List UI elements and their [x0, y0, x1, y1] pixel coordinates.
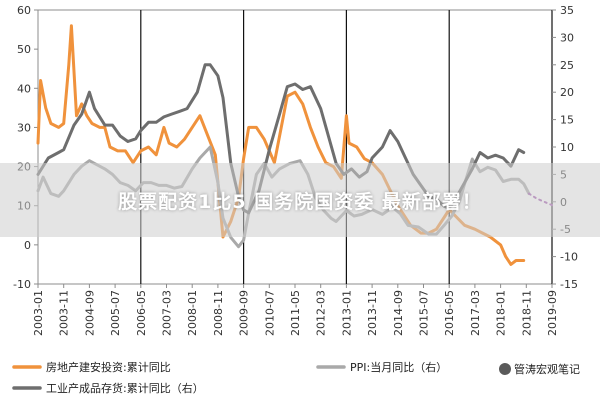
- left-axis-label-6: 50: [17, 43, 31, 56]
- x-axis-label-12: 2013-01: [340, 290, 353, 336]
- x-axis-label-6: 2008-01: [186, 290, 199, 336]
- banner-headline[interactable]: 股票配资1比5 国务院国资委 最新部署！: [118, 191, 482, 213]
- legend-label-1: PPI:当月同比（右）: [350, 360, 447, 374]
- x-axis-label-2: 2004-09: [83, 290, 96, 336]
- watermark-label: 管涛宏观笔记: [514, 363, 580, 376]
- x-axis-label-8: 2009-09: [238, 290, 251, 336]
- right-axis-label-5: 10: [560, 141, 574, 154]
- x-axis-label-14: 2014-09: [392, 290, 405, 336]
- right-axis-label-0: -15: [560, 278, 578, 291]
- x-axis-label-20: 2019-09: [546, 290, 559, 336]
- x-axis-label-11: 2012-03: [315, 290, 328, 336]
- right-axis-label-7: 20: [560, 86, 574, 99]
- x-axis-label-19: 2018-11: [520, 290, 533, 336]
- x-axis-label-5: 2007-03: [161, 290, 174, 336]
- x-axis-label-10: 2011-05: [289, 290, 302, 336]
- right-axis-label-8: 25: [560, 59, 574, 72]
- watermark: 管涛宏观笔记: [495, 360, 584, 378]
- x-axis-label-0: 2003-01: [32, 290, 45, 336]
- x-axis-label-1: 2003-11: [58, 290, 71, 336]
- legend-label-0: 房地产建安投资:累计同比: [46, 360, 171, 374]
- right-axis-label-6: 15: [560, 114, 574, 127]
- x-axis-label-16: 2016-05: [443, 290, 456, 336]
- left-axis-label-0: -10: [13, 278, 31, 291]
- x-axis-label-15: 2015-07: [418, 290, 431, 336]
- legend-label-2: 工业产成品存货:累计同比（右）: [46, 381, 204, 395]
- x-axis-label-18: 2018-01: [495, 290, 508, 336]
- x-axis-label-4: 2006-05: [135, 290, 148, 336]
- x-axis-label-7: 2008-11: [212, 290, 225, 336]
- left-axis-label-5: 40: [17, 82, 31, 95]
- left-axis-label-7: 60: [17, 4, 31, 17]
- left-axis-label-1: 0: [24, 239, 31, 252]
- right-axis-label-9: 30: [560, 31, 574, 44]
- x-axis-label-17: 2017-03: [469, 290, 482, 336]
- x-axis-label-13: 2013-11: [366, 290, 379, 336]
- right-axis-label-10: 35: [560, 4, 574, 17]
- right-axis-label-1: -10: [560, 251, 578, 264]
- wechat-icon: [499, 363, 511, 375]
- left-axis-label-4: 30: [17, 121, 31, 134]
- x-axis-label-3: 2005-07: [109, 290, 122, 336]
- overlay-banner: [0, 163, 600, 237]
- x-axis-label-9: 2010-07: [263, 290, 276, 336]
- plot-frame: [37, 9, 553, 285]
